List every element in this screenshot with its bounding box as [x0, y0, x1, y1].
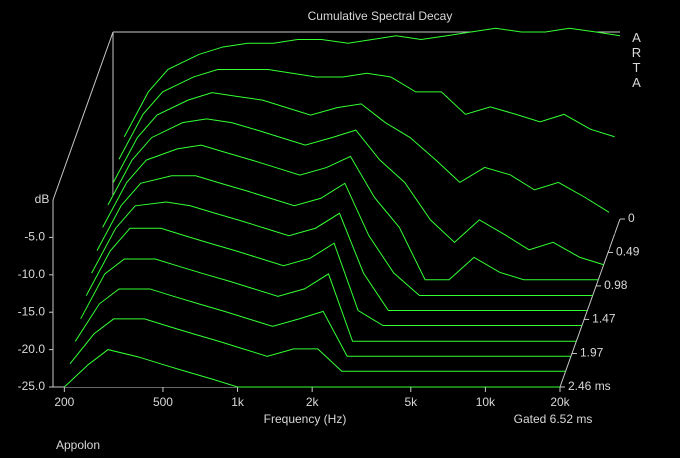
top-left-diagonal: [52, 31, 114, 201]
z-tick-label: 0.49: [616, 245, 640, 259]
z-tick-label: 1.97: [580, 346, 604, 360]
decay-slice: [123, 27, 621, 137]
y-tick-label: -20.0: [18, 342, 46, 356]
x-tick-label: 1k: [231, 395, 245, 409]
decay-slice: [74, 288, 571, 357]
time-axis: [559, 218, 621, 388]
y-axis-label: dB: [35, 192, 50, 206]
y-tick-label: -25.0: [18, 379, 46, 393]
gate-note: Gated 6.52 ms: [514, 412, 593, 426]
decay-slice: [107, 118, 604, 266]
slice-mask: [64, 349, 560, 387]
z-tick-label: 0.98: [604, 278, 628, 292]
slice-mask: [69, 318, 566, 372]
z-tick-label: 0: [628, 211, 635, 225]
brand: ARTA: [629, 30, 644, 90]
decay-slice: [91, 201, 588, 312]
x-tick-label: 500: [153, 395, 173, 409]
decay-slice: [69, 318, 566, 372]
x-axis-label: Frequency (Hz): [264, 412, 347, 426]
slices: [63, 27, 621, 388]
x-tick-label: 2k: [306, 395, 320, 409]
decay-slice: [96, 175, 593, 296]
decay-slice: [112, 92, 610, 213]
y-tick-label: -5.0: [24, 230, 45, 244]
x-tick-label: 10k: [476, 395, 496, 409]
chart-title: Cumulative Spectral Decay: [308, 9, 453, 23]
decay-slice: [118, 68, 615, 160]
footer: Appolon: [56, 438, 100, 452]
x-tick-label: 20k: [550, 395, 570, 409]
z-tick-label: 1.47: [592, 312, 616, 326]
y-tick-label: -10.0: [18, 267, 46, 281]
decay-slice: [80, 258, 577, 342]
z-tick-label: 2.46 ms: [568, 379, 611, 393]
y-tick-label: -15.0: [18, 304, 46, 318]
x-tick-label: 5k: [404, 395, 418, 409]
decay-slice: [85, 227, 582, 327]
x-tick-label: 200: [54, 395, 74, 409]
decay-slice: [102, 144, 599, 281]
